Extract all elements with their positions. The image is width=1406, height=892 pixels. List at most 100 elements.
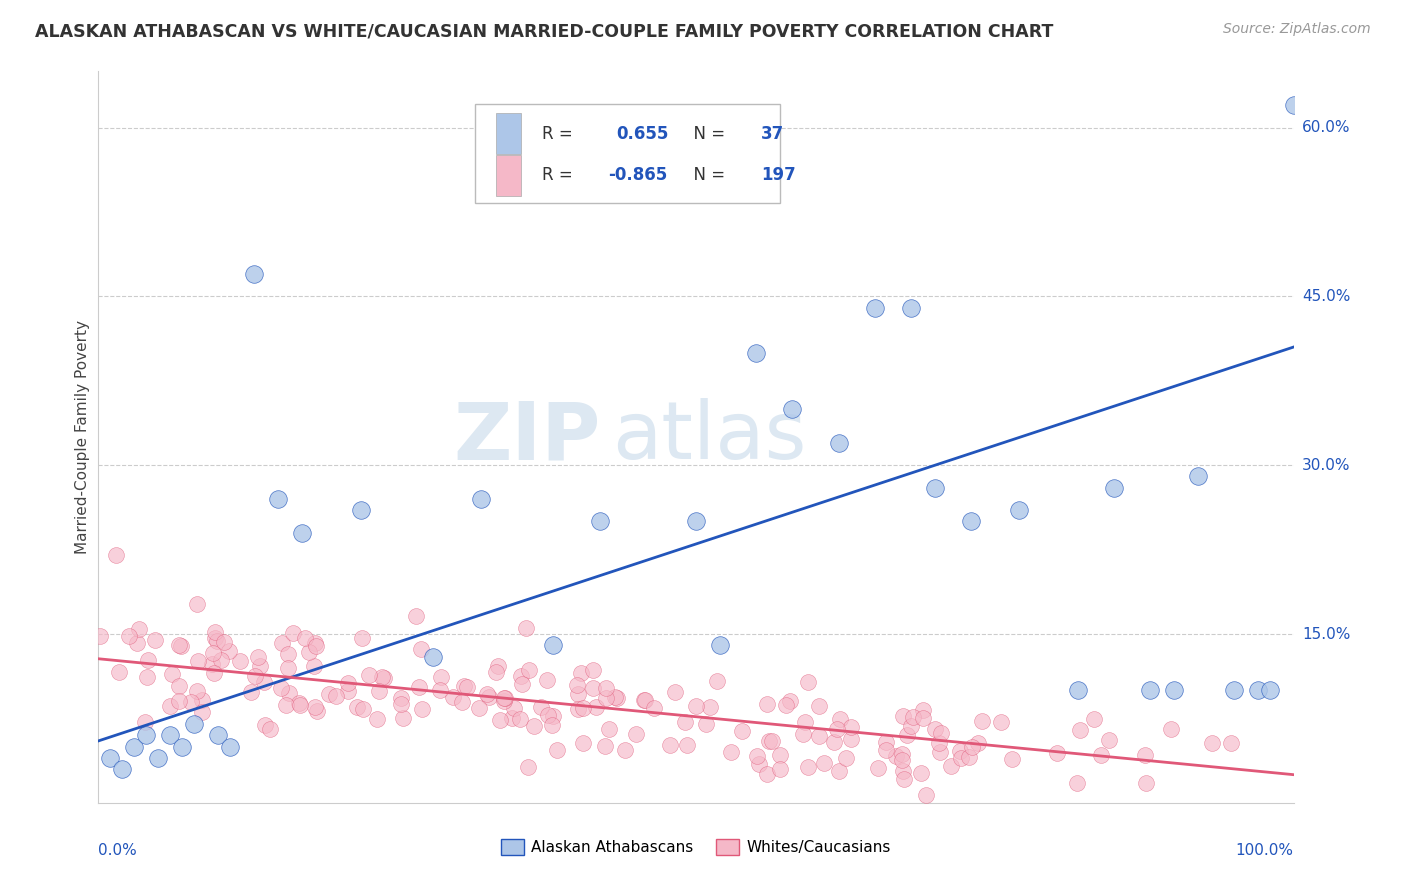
Point xyxy=(453,679,475,693)
FancyBboxPatch shape xyxy=(496,113,520,154)
Point xyxy=(664,684,686,698)
Point xyxy=(875,743,897,757)
Point xyxy=(1135,775,1157,789)
Text: 60.0%: 60.0% xyxy=(1302,120,1350,135)
Point xyxy=(270,636,292,650)
Text: N =: N = xyxy=(683,125,735,143)
Point xyxy=(886,749,908,764)
Point xyxy=(756,697,779,711)
Point xyxy=(1139,683,1161,698)
Point xyxy=(530,700,553,714)
Point xyxy=(910,765,932,780)
Point xyxy=(797,675,820,690)
Point xyxy=(825,722,848,736)
Point xyxy=(278,686,301,700)
Point xyxy=(373,671,395,685)
Point xyxy=(589,515,612,529)
Point xyxy=(337,684,360,698)
Text: 30.0%: 30.0% xyxy=(1302,458,1350,473)
Point xyxy=(866,761,889,775)
Point xyxy=(794,714,817,729)
Point xyxy=(915,788,938,802)
Point xyxy=(515,621,537,635)
Point xyxy=(302,658,325,673)
Point xyxy=(180,695,202,709)
Point xyxy=(492,694,515,708)
Point xyxy=(336,676,359,690)
Point xyxy=(1135,748,1157,763)
Point xyxy=(190,693,212,707)
Point xyxy=(828,764,851,779)
Point xyxy=(1104,481,1126,495)
Point xyxy=(949,751,972,765)
Point xyxy=(105,548,128,562)
Point xyxy=(127,636,149,650)
Point xyxy=(779,694,801,708)
Point xyxy=(1247,683,1270,698)
Point xyxy=(891,709,914,723)
Point xyxy=(201,646,224,660)
Point xyxy=(253,675,276,690)
Point xyxy=(540,718,562,732)
Point xyxy=(205,634,228,648)
Point xyxy=(111,762,134,776)
Point xyxy=(780,401,803,416)
Point xyxy=(761,734,783,748)
Point xyxy=(267,491,290,506)
Point xyxy=(186,683,208,698)
Point xyxy=(229,654,252,668)
Point xyxy=(567,687,589,701)
Point xyxy=(939,758,962,772)
Point xyxy=(405,609,427,624)
Text: 0.655: 0.655 xyxy=(616,125,669,143)
Point xyxy=(891,764,914,778)
Point xyxy=(134,715,156,730)
Point xyxy=(1083,712,1105,726)
Point xyxy=(747,748,769,763)
Point xyxy=(366,712,388,726)
Point xyxy=(281,626,304,640)
Point xyxy=(212,634,235,648)
Point xyxy=(624,727,647,741)
Point xyxy=(970,714,993,728)
Point xyxy=(585,700,607,714)
Point xyxy=(828,435,851,450)
Point xyxy=(259,723,281,737)
Point xyxy=(489,714,512,728)
Point xyxy=(900,719,922,733)
Point xyxy=(875,735,897,749)
Point xyxy=(170,639,193,653)
Point xyxy=(183,717,205,731)
Point xyxy=(929,726,952,740)
Point xyxy=(517,760,540,774)
Legend: Alaskan Athabascans, Whites/Caucasians: Alaskan Athabascans, Whites/Caucasians xyxy=(495,833,897,861)
Point xyxy=(128,622,150,636)
Point xyxy=(567,701,589,715)
Point xyxy=(243,267,266,281)
Point xyxy=(368,684,391,698)
Point xyxy=(246,650,269,665)
Text: -0.865: -0.865 xyxy=(607,167,666,185)
Point xyxy=(503,701,526,715)
Point xyxy=(813,756,835,770)
Point xyxy=(1069,723,1091,737)
Point xyxy=(492,690,515,705)
Point xyxy=(318,687,340,701)
Point xyxy=(218,643,240,657)
Point xyxy=(148,751,170,765)
Point xyxy=(797,760,820,774)
Point xyxy=(1090,747,1112,762)
Point xyxy=(209,653,232,667)
Point xyxy=(411,702,433,716)
Point xyxy=(204,625,226,640)
Text: N =: N = xyxy=(683,167,731,185)
Point xyxy=(441,690,464,704)
Point xyxy=(769,762,792,776)
Point xyxy=(890,747,912,762)
Point xyxy=(239,684,262,698)
Point xyxy=(98,751,122,765)
Point xyxy=(808,698,831,713)
Point xyxy=(456,681,478,695)
Point xyxy=(350,631,373,645)
Point xyxy=(219,739,242,754)
